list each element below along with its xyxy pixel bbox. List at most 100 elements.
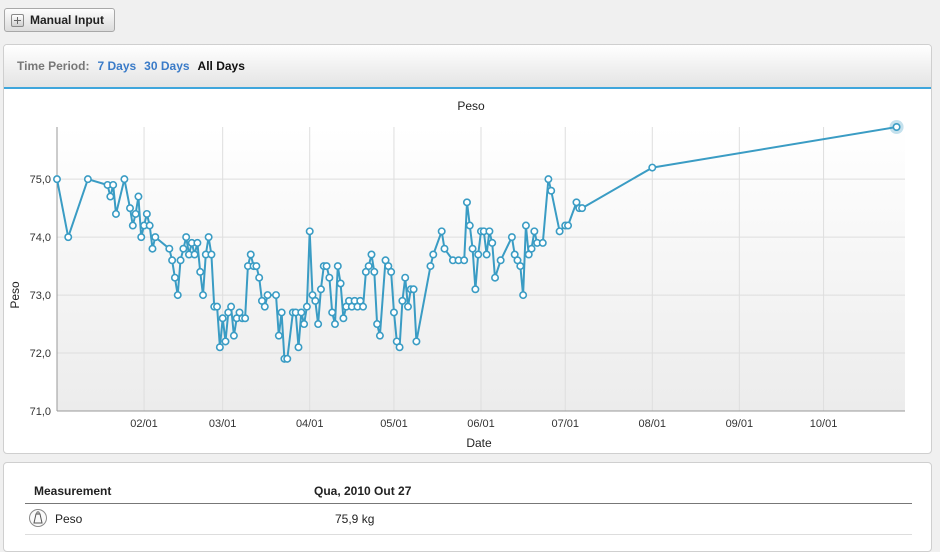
data-point[interactable] (231, 332, 237, 338)
data-point[interactable] (565, 222, 571, 228)
data-point[interactable] (152, 234, 158, 240)
data-point[interactable] (430, 251, 436, 257)
data-point[interactable] (649, 164, 655, 170)
data-point[interactable] (464, 199, 470, 205)
data-point[interactable] (509, 234, 515, 240)
data-point[interactable] (323, 263, 329, 269)
data-point[interactable] (517, 263, 523, 269)
data-point[interactable] (130, 222, 136, 228)
data-point[interactable] (332, 321, 338, 327)
manual-input-button[interactable]: Manual Input (4, 8, 115, 32)
data-point[interactable] (135, 193, 141, 199)
data-point[interactable] (329, 309, 335, 315)
data-point[interactable] (540, 240, 546, 246)
data-point[interactable] (248, 251, 254, 257)
data-point[interactable] (497, 257, 503, 263)
data-point[interactable] (461, 257, 467, 263)
data-point[interactable] (556, 228, 562, 234)
data-point[interactable] (208, 251, 214, 257)
data-point[interactable] (531, 228, 537, 234)
data-point[interactable] (307, 228, 313, 234)
data-point[interactable] (113, 211, 119, 217)
data-point[interactable] (489, 240, 495, 246)
data-point[interactable] (545, 176, 551, 182)
data-point[interactable] (301, 321, 307, 327)
data-point[interactable] (127, 205, 133, 211)
data-point[interactable] (242, 315, 248, 321)
data-point[interactable] (172, 274, 178, 280)
data-point[interactable] (520, 292, 526, 298)
data-point[interactable] (523, 222, 529, 228)
data-point[interactable] (253, 263, 259, 269)
data-point[interactable] (132, 211, 138, 217)
data-point[interactable] (200, 292, 206, 298)
data-point[interactable] (427, 263, 433, 269)
data-point[interactable] (262, 303, 268, 309)
data-point[interactable] (312, 298, 318, 304)
data-point[interactable] (183, 234, 189, 240)
data-point[interactable] (365, 263, 371, 269)
data-point[interactable] (548, 188, 554, 194)
data-point[interactable] (399, 298, 405, 304)
data-point[interactable] (180, 246, 186, 252)
data-point[interactable] (396, 344, 402, 350)
data-point[interactable] (579, 205, 585, 211)
data-point[interactable] (138, 234, 144, 240)
data-point[interactable] (528, 246, 534, 252)
data-point[interactable] (304, 303, 310, 309)
data-point[interactable] (469, 246, 475, 252)
data-point[interactable] (360, 303, 366, 309)
data-point[interactable] (441, 246, 447, 252)
data-point[interactable] (472, 286, 478, 292)
data-point[interactable] (144, 211, 150, 217)
data-point[interactable] (121, 176, 127, 182)
data-point[interactable] (197, 269, 203, 275)
data-point[interactable] (264, 292, 270, 298)
data-point[interactable] (169, 257, 175, 263)
data-point[interactable] (318, 286, 324, 292)
data-point[interactable] (391, 309, 397, 315)
data-point[interactable] (483, 251, 489, 257)
data-point[interactable] (214, 303, 220, 309)
data-point[interactable] (413, 338, 419, 344)
data-point[interactable] (326, 274, 332, 280)
data-point[interactable] (467, 222, 473, 228)
data-point[interactable] (438, 228, 444, 234)
data-point[interactable] (228, 303, 234, 309)
data-point[interactable] (149, 246, 155, 252)
data-point[interactable] (388, 269, 394, 275)
data-point[interactable] (337, 280, 343, 286)
data-point[interactable] (893, 124, 899, 130)
data-point[interactable] (475, 251, 481, 257)
table-row[interactable]: Peso 75,9 kg (25, 505, 912, 533)
data-point[interactable] (177, 257, 183, 263)
data-point[interactable] (295, 344, 301, 350)
data-point[interactable] (371, 269, 377, 275)
data-point[interactable] (217, 344, 223, 350)
data-point[interactable] (315, 321, 321, 327)
data-point[interactable] (284, 356, 290, 362)
data-point[interactable] (205, 234, 211, 240)
data-point[interactable] (219, 315, 225, 321)
data-point[interactable] (374, 321, 380, 327)
data-point[interactable] (340, 315, 346, 321)
data-point[interactable] (276, 332, 282, 338)
data-point[interactable] (278, 309, 284, 315)
data-point[interactable] (191, 251, 197, 257)
data-point[interactable] (410, 286, 416, 292)
data-point[interactable] (175, 292, 181, 298)
data-point[interactable] (402, 274, 408, 280)
data-point[interactable] (368, 251, 374, 257)
data-point[interactable] (65, 234, 71, 240)
data-point[interactable] (85, 176, 91, 182)
data-point[interactable] (298, 309, 304, 315)
data-point[interactable] (256, 274, 262, 280)
data-point[interactable] (486, 228, 492, 234)
data-point[interactable] (273, 292, 279, 298)
data-point[interactable] (194, 240, 200, 246)
data-point[interactable] (492, 274, 498, 280)
data-point[interactable] (166, 246, 172, 252)
data-point[interactable] (405, 303, 411, 309)
data-point[interactable] (377, 332, 383, 338)
data-point[interactable] (110, 182, 116, 188)
